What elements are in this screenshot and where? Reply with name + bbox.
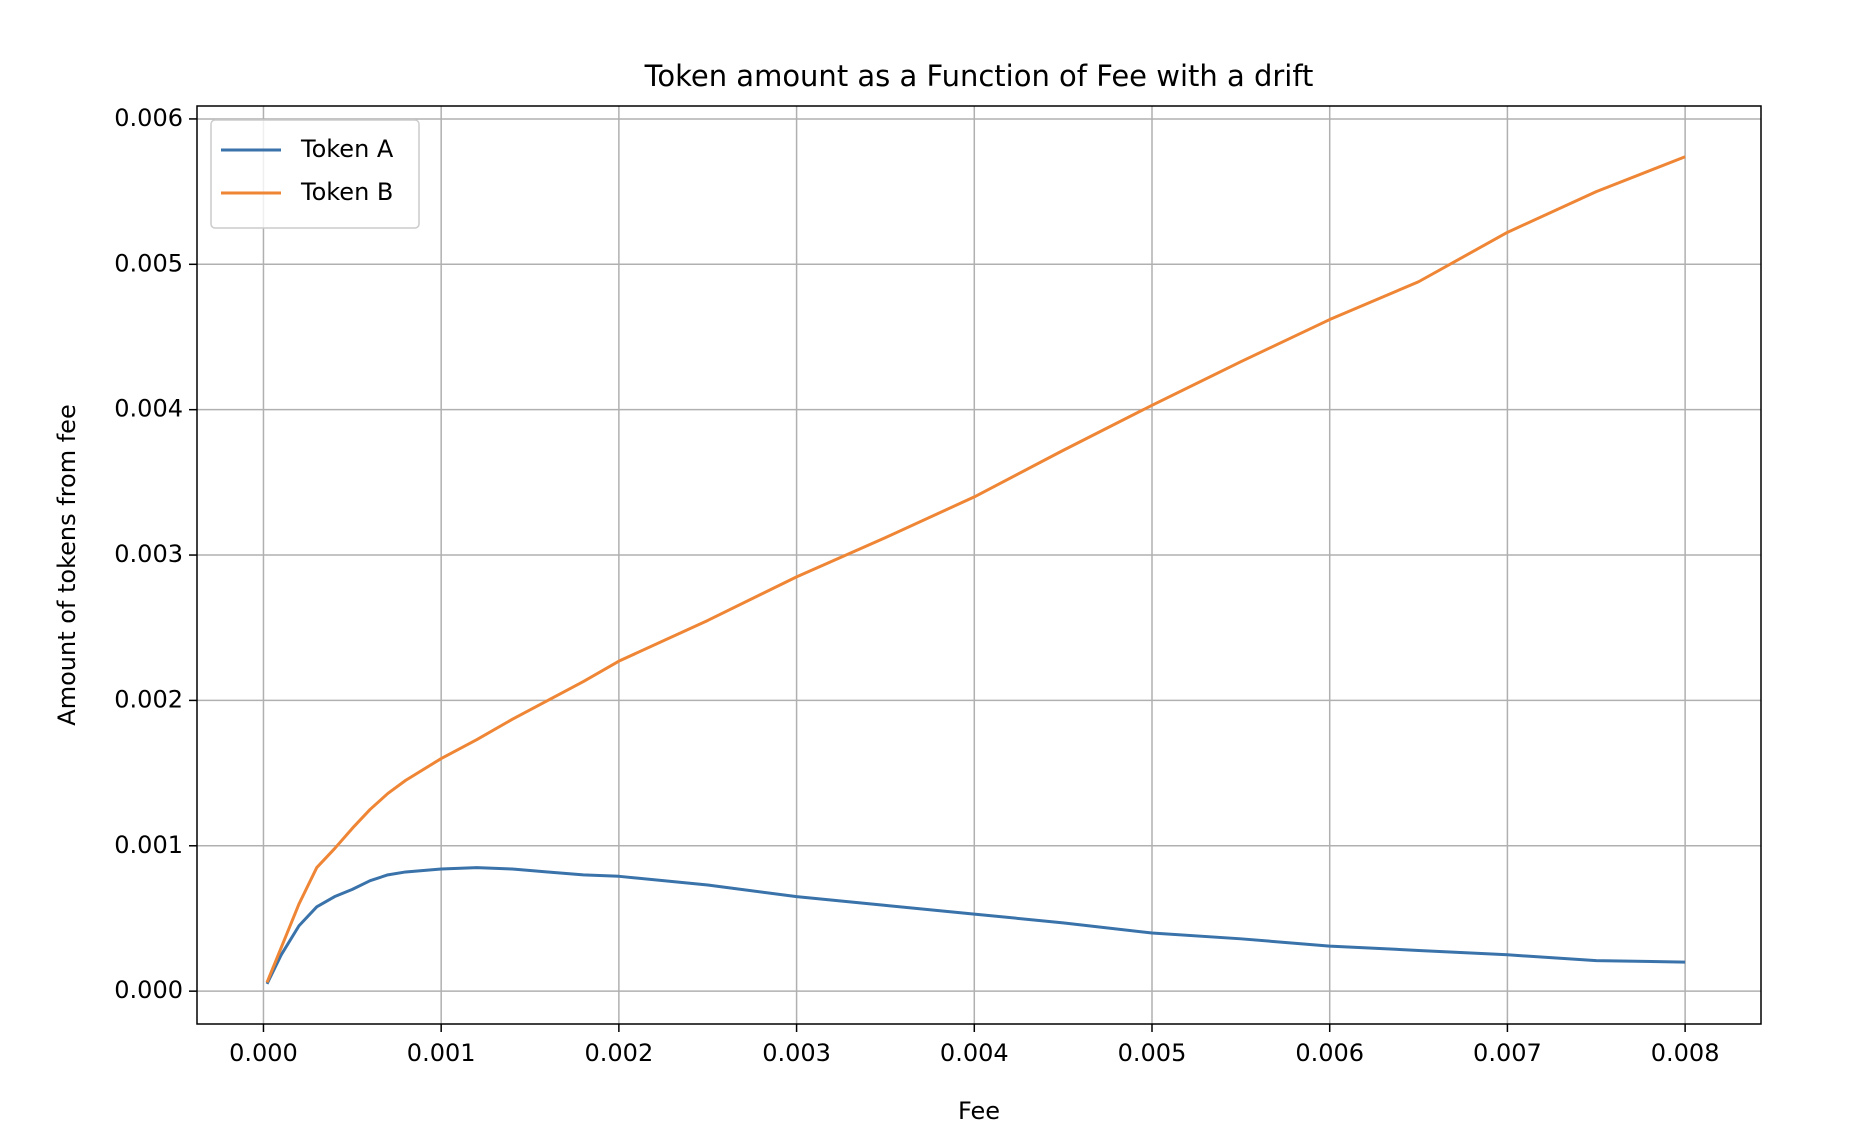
plot-frame <box>196 105 1762 1025</box>
series-line <box>265 155 1686 983</box>
y-tick-label: 0.005 <box>114 249 183 277</box>
x-tick-label: 0.002 <box>585 1039 654 1067</box>
y-tick-label: 0.000 <box>114 976 183 1004</box>
x-tick-label: 0.000 <box>229 1039 298 1067</box>
legend-box <box>210 119 420 229</box>
legend-label: Token A <box>300 135 394 163</box>
y-tick-label: 0.004 <box>114 395 183 423</box>
y-tick-label: 0.001 <box>114 831 183 859</box>
y-tick-label: 0.002 <box>114 685 183 713</box>
series-line <box>265 866 1686 985</box>
y-tick-label: 0.006 <box>114 104 183 132</box>
x-tick-label: 0.001 <box>407 1039 476 1067</box>
legend-label: Token B <box>300 178 393 206</box>
chart-title: Token amount as a Function of Fee with a… <box>644 59 1314 93</box>
x-tick-label: 0.006 <box>1295 1039 1364 1067</box>
legend: Token A Token B <box>210 119 420 229</box>
x-tick-label: 0.007 <box>1473 1039 1542 1067</box>
x-tick-label: 0.008 <box>1651 1039 1720 1067</box>
x-tick-label: 0.003 <box>762 1039 831 1067</box>
x-tick-label: 0.005 <box>1118 1039 1187 1067</box>
y-axis-label: Amount of tokens from fee <box>53 404 81 725</box>
x-tick-label: 0.004 <box>940 1039 1009 1067</box>
y-tick-label: 0.003 <box>114 540 183 568</box>
x-axis-label: Fee <box>958 1097 1000 1125</box>
